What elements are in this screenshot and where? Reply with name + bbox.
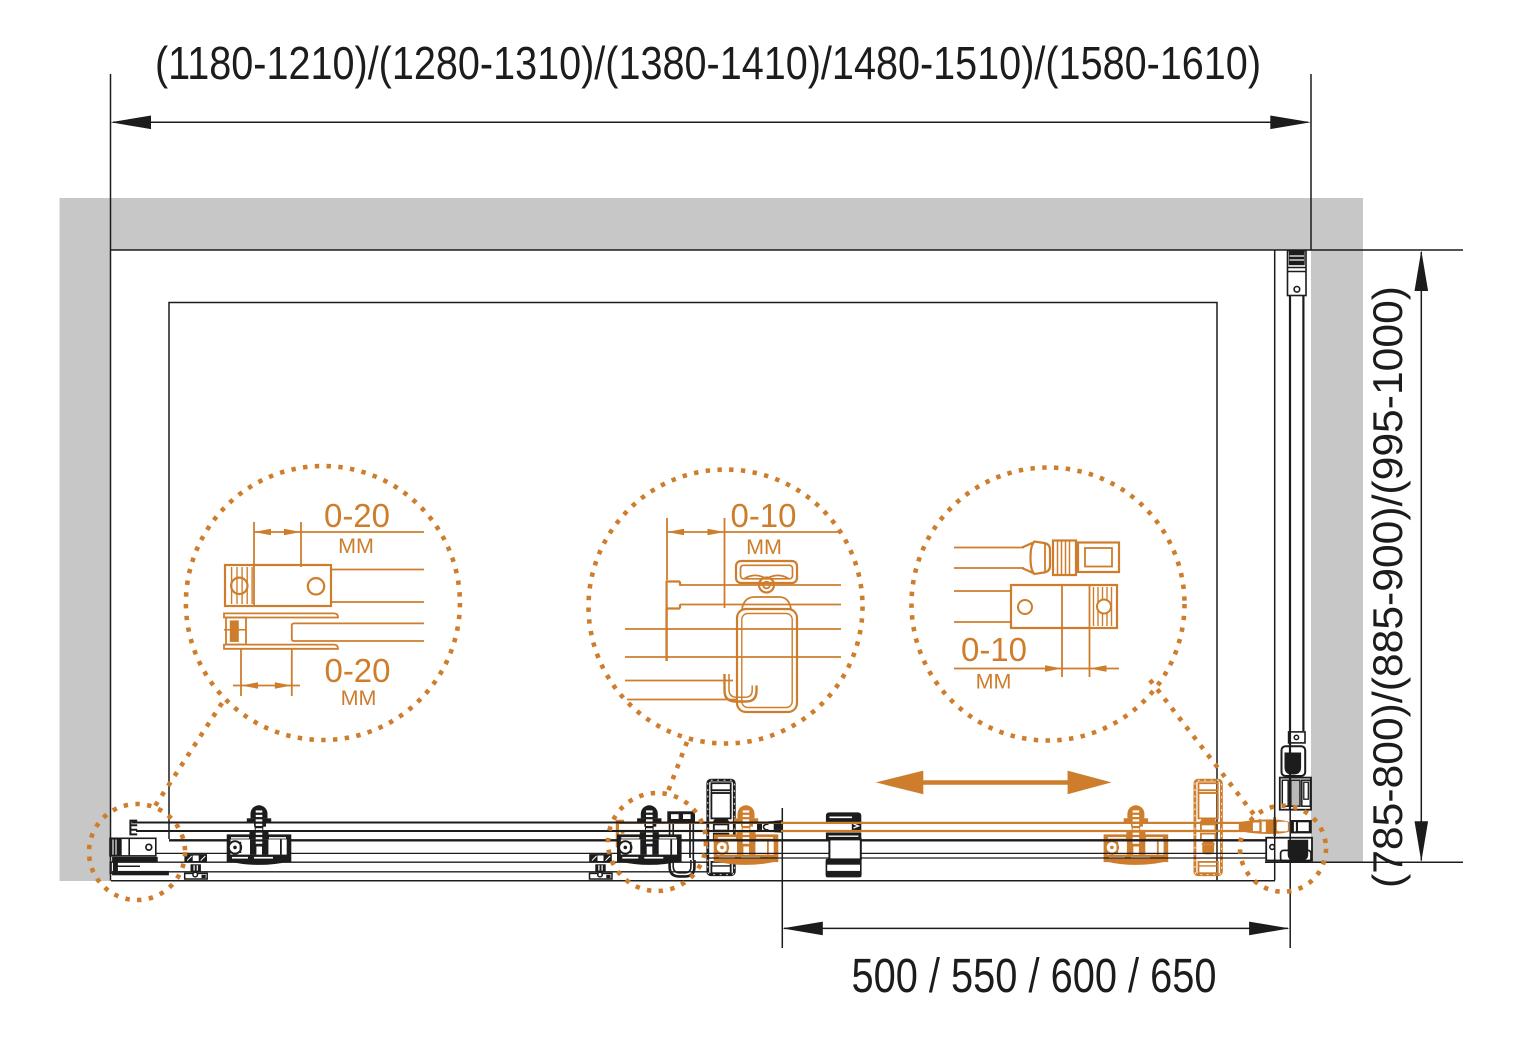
svg-text:0-20: 0-20 — [324, 652, 390, 689]
svg-text:(785-800)/(885-900)/(995-1000): (785-800)/(885-900)/(995-1000) — [1364, 286, 1411, 888]
svg-text:0-20: 0-20 — [324, 497, 390, 534]
svg-text:0-10: 0-10 — [730, 497, 796, 534]
svg-text:0-10: 0-10 — [961, 631, 1027, 668]
svg-text:MM: MM — [341, 686, 377, 710]
svg-text:MM: MM — [976, 670, 1012, 694]
svg-text:(1180-1210)/(1280-1310)/(1380-: (1180-1210)/(1280-1310)/(1380-1410)/1480… — [155, 37, 1261, 89]
svg-text:MM: MM — [746, 535, 782, 559]
svg-text:500 / 550 / 600 / 650: 500 / 550 / 600 / 650 — [852, 949, 1217, 1003]
svg-text:MM: MM — [338, 534, 374, 558]
